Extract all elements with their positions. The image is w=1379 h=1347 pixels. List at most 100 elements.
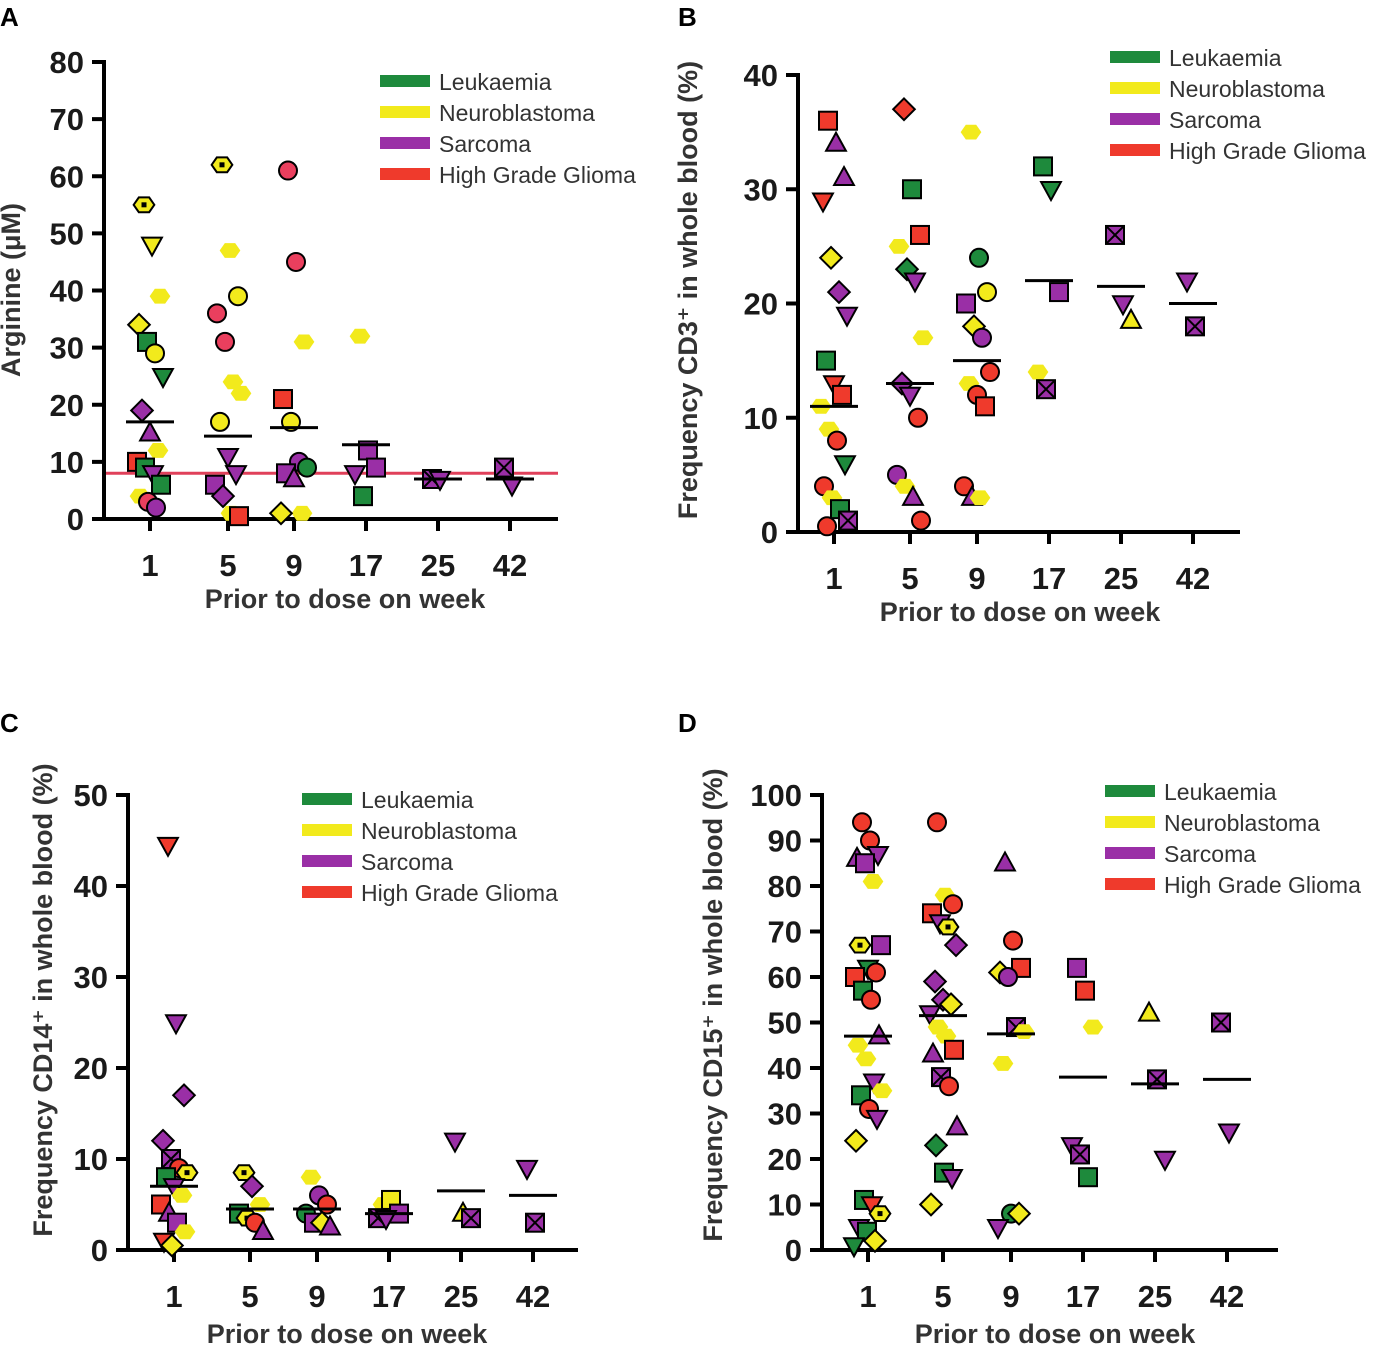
x-tick-label: 9 — [968, 561, 985, 596]
y-axis-title: Frequency CD3⁺ in whole blood (%) — [673, 61, 703, 519]
point-high-grade-glioma — [908, 407, 928, 428]
point-high-grade-glioma — [943, 894, 963, 915]
point-leukaemia — [297, 457, 317, 478]
point-high-grade-glioma — [278, 160, 298, 181]
y-tick-label: 30 — [768, 1097, 802, 1132]
point-sarcoma — [138, 420, 162, 442]
legend-swatch — [302, 793, 352, 805]
point-sarcoma — [921, 1041, 945, 1063]
point-neuroblastoma — [969, 490, 991, 506]
point-sarcoma — [515, 1159, 539, 1181]
x-tick-label: 17 — [1032, 561, 1066, 596]
point-neuroblastoma — [843, 1128, 869, 1154]
point-neuroblastoma — [228, 286, 248, 307]
legend: Leukaemia Neuroblastoma Sarcoma High Grade … — [380, 69, 636, 188]
point-neuroblastoma — [871, 1083, 893, 1099]
point-sarcoma — [318, 1214, 342, 1236]
point-leukaemia — [902, 179, 922, 200]
y-tick-label: 90 — [768, 824, 802, 859]
y-tick-label: 30 — [744, 172, 778, 207]
point-neuroblastoma — [349, 328, 371, 344]
point-sarcoma — [525, 1212, 545, 1233]
y-tick-label: 80 — [50, 45, 84, 80]
point-neuroblastoma — [268, 501, 294, 526]
point-neuroblastoma — [862, 874, 884, 889]
legend-swatch — [1110, 113, 1160, 125]
point-sarcoma — [282, 466, 306, 488]
point-sarcoma — [940, 1169, 964, 1191]
point-sarcoma — [164, 1014, 188, 1036]
x-axis-title: Prior to dose on week — [915, 1319, 1197, 1347]
point-sarcoma — [1070, 1144, 1090, 1165]
point-sarcoma — [428, 470, 452, 492]
panel-b: B 0 10 20 30 40 1 5 9 17 25 42 Prior to dose on week… — [673, 2, 1366, 627]
point-neuroblastoma — [149, 288, 171, 304]
point-neuroblastoma — [847, 1037, 869, 1053]
y-tick-label: 50 — [74, 778, 108, 813]
legend-label: Sarcoma — [1164, 841, 1256, 867]
point-high-grade-glioma — [861, 989, 881, 1010]
legend-swatch — [302, 855, 352, 867]
point-sarcoma — [1211, 1012, 1231, 1033]
point-neuroblastoma — [1137, 1000, 1161, 1022]
point-neuroblastoma — [855, 1051, 877, 1067]
x-tick-label: 42 — [1210, 1279, 1244, 1314]
point-sarcoma — [239, 1174, 265, 1199]
point-leukaemia — [151, 367, 175, 390]
point-high-grade-glioma — [317, 1194, 337, 1215]
point-sarcoma — [1049, 282, 1069, 303]
point-high-grade-glioma — [852, 812, 872, 833]
y-tick-label: 20 — [744, 287, 778, 322]
point-high-grade-glioma — [207, 303, 227, 324]
point-sarcoma — [1217, 1123, 1241, 1145]
x-tick-label: 25 — [421, 548, 455, 583]
legend-swatch — [380, 106, 430, 118]
point-high-grade-glioma — [827, 430, 847, 451]
point-neuroblastoma — [132, 196, 156, 214]
point-high-grade-glioma — [980, 362, 1000, 383]
point-leukaemia — [923, 1133, 949, 1158]
point-sarcoma — [171, 1083, 197, 1108]
point-high-grade-glioma — [156, 836, 180, 858]
point-sarcoma — [494, 457, 514, 478]
y-tick-label: 0 — [761, 515, 778, 550]
legend-label: High Grade Glioma — [1169, 138, 1366, 164]
point-high-grade-glioma — [911, 510, 931, 531]
x-tick-label: 5 — [241, 1279, 258, 1314]
point-neuroblastoma — [977, 282, 997, 303]
point-neuroblastoma — [174, 1224, 196, 1240]
point-neuroblastoma — [918, 1192, 944, 1217]
x-tick-label: 5 — [219, 548, 236, 583]
y-tick-label: 70 — [768, 915, 802, 950]
x-tick-label: 42 — [516, 1279, 550, 1314]
y-tick-label: 0 — [91, 1233, 108, 1268]
y-tick-label: 10 — [744, 401, 778, 436]
point-sarcoma — [986, 1219, 1010, 1241]
y-tick-label: 0 — [785, 1233, 802, 1268]
point-neuroblastoma — [210, 156, 234, 174]
x-tick-label: 42 — [1176, 561, 1210, 596]
point-sarcoma — [922, 969, 948, 994]
point-neuroblastoma — [960, 124, 982, 140]
y-tick-label: 20 — [768, 1142, 802, 1177]
point-sarcoma — [903, 272, 927, 294]
point-neuroblastoma — [1027, 364, 1049, 380]
point-sarcoma — [210, 483, 236, 509]
x-tick-label: 42 — [493, 548, 527, 583]
legend-label: Leukaemia — [1164, 779, 1277, 805]
point-sarcoma — [998, 967, 1018, 987]
legend-label: Neuroblastoma — [361, 818, 517, 844]
point-neuroblastoma — [147, 443, 169, 458]
point-sarcoma — [943, 932, 969, 958]
legend-label: High Grade Glioma — [439, 162, 636, 188]
panel-letter: A — [0, 2, 19, 32]
y-axis-title: Arginine (μM) — [0, 203, 26, 377]
panel-d: D 0 10 20 30 40 50 60 70 80 90 100 1 5 9 17 25 42 Prior to… — [678, 708, 1361, 1347]
point-sarcoma — [1147, 1069, 1167, 1090]
x-tick-label: 1 — [141, 548, 158, 583]
x-tick-label: 17 — [1066, 1279, 1100, 1314]
panel-letter: B — [678, 2, 697, 32]
point-neuroblastoma — [936, 918, 960, 936]
point-sarcoma — [1067, 957, 1087, 978]
